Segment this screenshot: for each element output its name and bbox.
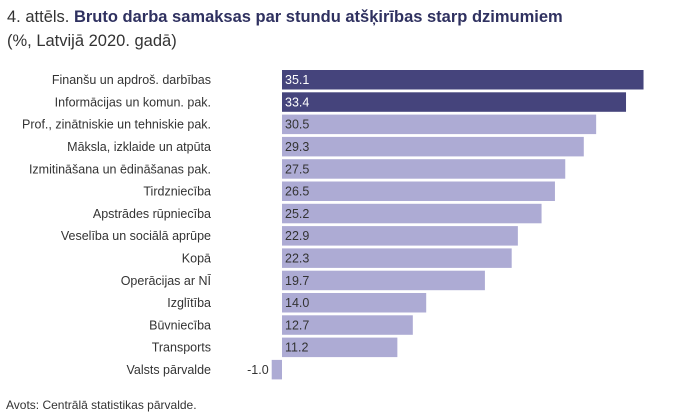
category-label: Prof., zinātniskie un tehniskie pak. xyxy=(22,118,211,132)
value-label: 25.2 xyxy=(285,207,309,221)
bar xyxy=(282,203,542,224)
value-label: 33.4 xyxy=(285,95,309,109)
value-label: 19.7 xyxy=(285,274,309,288)
category-label: Veselība un sociālā aprūpe xyxy=(61,229,211,243)
category-label: Izglītība xyxy=(167,296,211,310)
value-label: 22.3 xyxy=(285,251,309,265)
bar xyxy=(282,136,584,157)
category-label: Finanšu un apdroš. darbības xyxy=(52,73,211,87)
value-label: 26.5 xyxy=(285,185,309,199)
value-label: 14.0 xyxy=(285,296,309,310)
bar xyxy=(282,337,398,358)
value-label: 22.9 xyxy=(285,229,309,243)
category-label: Izmitināšana un ēdināšanas pak. xyxy=(29,162,211,176)
bar xyxy=(282,70,644,90)
category-label: Būvniecība xyxy=(149,318,211,332)
value-label: 35.1 xyxy=(285,73,309,87)
chart-subtitle: (%, Latvijā 2020. gadā) xyxy=(7,32,177,50)
chart-title: 4. attēls. Bruto darba samaksas par stun… xyxy=(7,6,563,28)
bar xyxy=(282,315,413,335)
value-label: 27.5 xyxy=(285,162,309,176)
value-label: -1.0 xyxy=(247,363,269,377)
category-label: Transports xyxy=(152,341,211,355)
category-label: Apstrādes rūpniecība xyxy=(93,207,211,221)
bar xyxy=(282,92,627,112)
bar xyxy=(282,114,597,135)
category-label: Operācijas ar NĪ xyxy=(121,274,212,288)
figure-number: 4. attēls. xyxy=(7,8,70,26)
category-label: Informācijas un komun. pak. xyxy=(55,95,211,109)
value-label: 12.7 xyxy=(285,318,309,332)
category-label: Valsts pārvalde xyxy=(126,363,211,377)
bar xyxy=(282,293,427,313)
category-label: Māksla, izklaide un atpūta xyxy=(67,140,211,154)
value-label: 29.3 xyxy=(285,140,309,154)
bar xyxy=(282,270,485,291)
category-label: Tirdzniecība xyxy=(143,185,211,199)
chart-title-text: Bruto darba samaksas par stundu atšķirīb… xyxy=(73,8,563,26)
bar xyxy=(282,248,512,268)
bar xyxy=(282,226,518,246)
source-note: Avots: Centrālā statistikas pārvalde. xyxy=(6,398,197,412)
category-label: Kopā xyxy=(182,251,211,265)
value-label: 11.2 xyxy=(285,341,308,355)
value-label: 30.5 xyxy=(285,118,309,132)
bar xyxy=(282,181,555,201)
bar xyxy=(271,359,282,380)
bar xyxy=(282,159,566,179)
chart-title-block: 4. attēls. Bruto darba samaksas par stun… xyxy=(7,6,563,52)
